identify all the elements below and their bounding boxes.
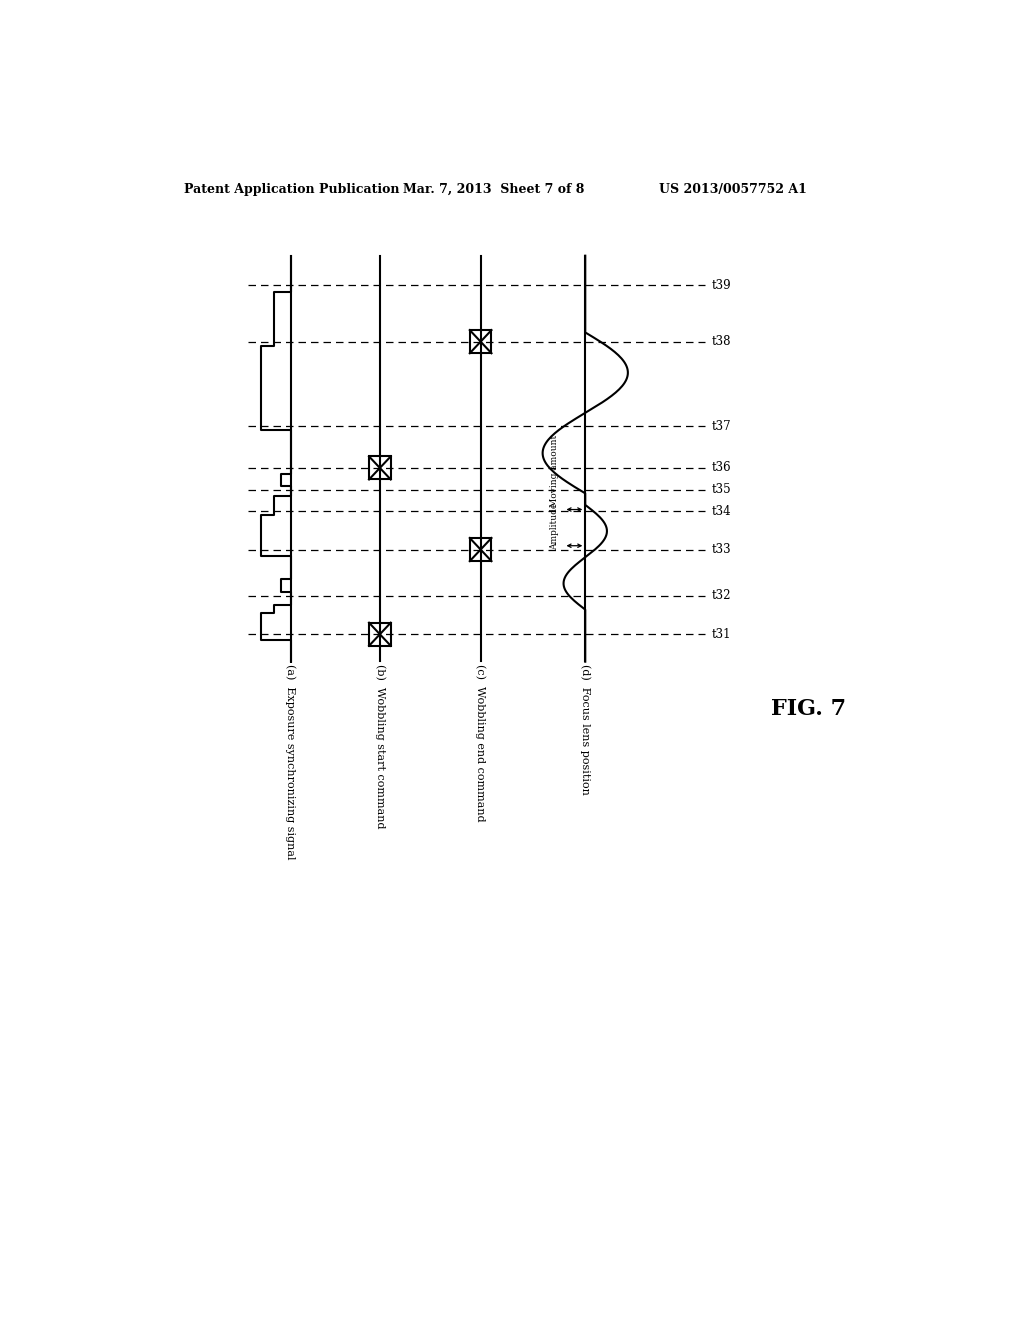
Text: t31: t31 [712, 628, 731, 640]
Text: (c)  Wobbling end command: (c) Wobbling end command [475, 664, 486, 822]
Text: t33: t33 [712, 543, 731, 556]
Text: t35: t35 [712, 483, 731, 496]
Bar [470, 539, 492, 561]
Text: t34: t34 [712, 504, 731, 517]
Text: US 2013/0057752 A1: US 2013/0057752 A1 [658, 183, 807, 197]
Text: Mar. 7, 2013  Sheet 7 of 8: Mar. 7, 2013 Sheet 7 of 8 [403, 183, 585, 197]
Text: Moving amount: Moving amount [550, 436, 559, 507]
Text: t38: t38 [712, 335, 731, 348]
Text: (b)  Wobbling start command: (b) Wobbling start command [375, 664, 385, 829]
Text: Patent Application Publication: Patent Application Publication [183, 183, 399, 197]
Bar [369, 457, 391, 479]
Text: t37: t37 [712, 420, 731, 433]
Text: Amplitude: Amplitude [550, 503, 559, 549]
Bar [369, 623, 391, 645]
Text: FIG. 7: FIG. 7 [771, 698, 847, 719]
Text: t32: t32 [712, 589, 731, 602]
Text: (d)  Focus lens position: (d) Focus lens position [580, 664, 591, 795]
Text: t36: t36 [712, 462, 731, 474]
Bar [470, 330, 492, 354]
Text: t39: t39 [712, 279, 731, 292]
Text: (a)  Exposure synchronizing signal: (a) Exposure synchronizing signal [286, 664, 296, 859]
